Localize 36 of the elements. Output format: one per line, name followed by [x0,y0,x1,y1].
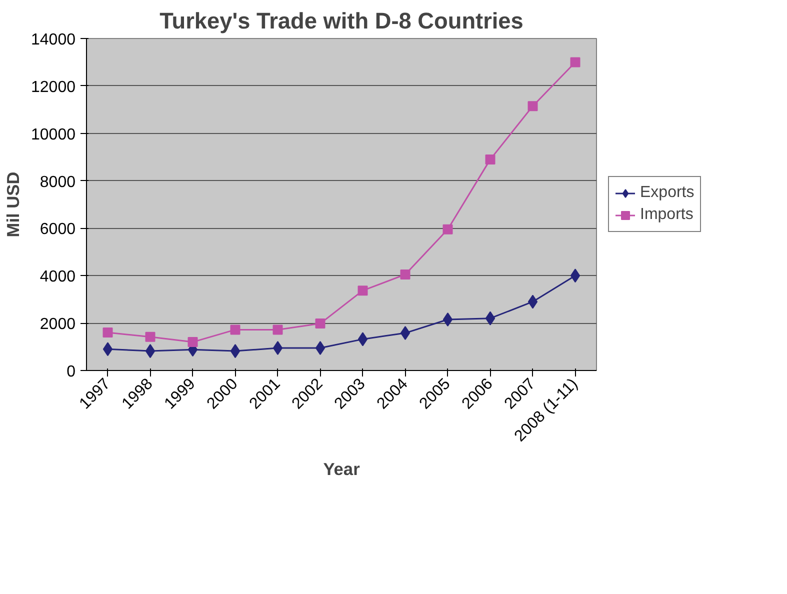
point [272,324,283,335]
point [528,101,538,112]
point [358,286,368,296]
point [272,340,283,355]
point [145,332,156,342]
y-tick-label: 12000 [31,78,76,96]
point [230,324,240,335]
point [315,340,326,355]
point [188,337,198,348]
chart-title: Turkey's Trade with D-8 Countries [160,8,524,34]
point [145,344,156,358]
point [485,154,496,164]
y-tick-label: 10000 [31,126,76,144]
y-tick-label: 0 [66,364,76,380]
y-tick-label: 14000 [31,32,76,48]
x-axis-title: Year [323,459,360,480]
point [485,311,496,326]
legend-label: Imports [640,206,694,224]
point [102,328,113,338]
point [102,342,113,356]
point [442,312,453,327]
point [230,344,240,358]
y-axis-title: Mil USD [3,172,24,238]
point [358,332,368,346]
y-tick-label: 6000 [40,221,76,238]
point [400,269,410,280]
point [570,57,580,68]
point [315,318,326,329]
y-tick-label: 8000 [40,174,76,191]
point [442,224,453,234]
legend-label: Exports [640,184,694,202]
point [528,294,538,309]
point [570,268,580,283]
y-tick-label: 2000 [40,316,76,334]
y-tick-label: 4000 [40,268,76,286]
point [400,326,410,340]
